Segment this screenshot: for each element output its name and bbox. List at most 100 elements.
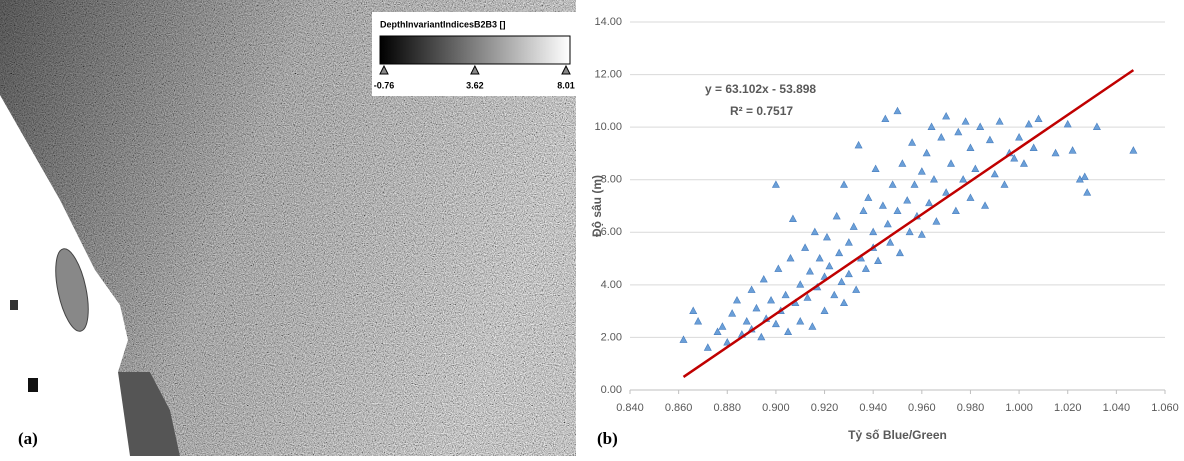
point [803,293,812,301]
x-tick-label: 0.980 [957,402,985,414]
point [832,211,841,220]
point [927,122,936,130]
point [805,267,814,275]
y-tick-label: 8.00 [601,174,622,186]
y-tick-label: 4.00 [601,279,622,291]
point [922,148,931,157]
x-tick-label: 1.000 [1005,402,1033,414]
point [888,180,897,188]
point [784,327,793,335]
x-tick-label: 1.060 [1151,402,1179,414]
legend: DepthInvariantIndicesB2B3 [] -0.76 3.62 8.… [372,12,576,96]
point [767,295,776,304]
point [757,332,766,341]
point [1063,119,1072,128]
point [1024,119,1033,128]
point [837,277,846,286]
point [771,319,780,328]
point [1000,180,1009,188]
point [961,117,970,125]
point [1083,188,1092,196]
point [732,295,742,304]
panel-label: (a) [18,429,38,448]
trendline [682,69,1135,378]
legend-tick [561,64,571,75]
point [713,327,722,335]
point [903,196,912,204]
point [830,290,839,299]
point [689,306,698,314]
point [917,230,926,238]
point [1080,172,1089,180]
panel-label: (b) [597,429,618,448]
point [844,238,853,246]
point [1010,154,1019,162]
point [815,253,824,262]
point [895,248,904,257]
point [859,206,868,215]
point [959,175,968,183]
point [1068,146,1077,154]
legend-tick-label: -0.76 [374,80,395,90]
point [752,303,761,312]
point [908,138,917,146]
point [781,290,790,299]
point [886,238,895,246]
point [796,317,805,325]
point [981,201,990,209]
point [822,232,831,241]
point [942,188,951,196]
point [796,280,805,288]
point [1015,133,1024,141]
point [1051,148,1060,157]
legend-tick-label: 3.62 [466,80,484,90]
point [925,198,934,207]
y-axis-label: Độ sâu (m) [590,175,604,237]
x-tick-label: 0.880 [714,402,742,414]
x-axis-label: Tỷ số Blue/Green [848,428,947,442]
x-tick-label: 0.840 [616,402,644,414]
point [898,159,907,167]
point [946,159,956,167]
point [883,219,892,228]
x-tick-label: 1.020 [1054,402,1082,414]
equation: y = 63.102x - 53.898 [705,82,816,96]
point [905,227,914,236]
point [774,264,783,272]
point [839,298,849,307]
y-tick-label: 0.00 [601,384,622,396]
point [808,322,817,330]
point [801,243,810,251]
y-tick-label: 10.00 [594,121,622,133]
point [839,180,849,188]
point [1029,143,1038,151]
point [679,335,688,343]
point [932,217,941,225]
point [694,317,703,325]
x-tick-label: 0.940 [859,402,887,414]
point [747,285,756,293]
point [871,164,880,172]
point [786,253,795,262]
point [910,180,919,188]
legend-tick [379,64,389,75]
x-tick-label: 0.960 [908,402,936,414]
point [835,248,844,257]
legend-title: DepthInvariantIndicesB2B3 [] [380,19,506,29]
legend-tick-label: 8.01 [557,80,575,90]
point [995,117,1004,125]
point [985,135,994,144]
point [849,222,858,230]
point [869,227,878,236]
point [942,111,951,120]
y-tick-label: 14.00 [594,16,622,28]
point [703,343,712,351]
y-tick-label: 12.00 [594,68,622,80]
point [966,143,975,151]
point [820,306,829,314]
point [881,114,890,123]
point [728,309,737,317]
legend-tick [470,64,480,75]
